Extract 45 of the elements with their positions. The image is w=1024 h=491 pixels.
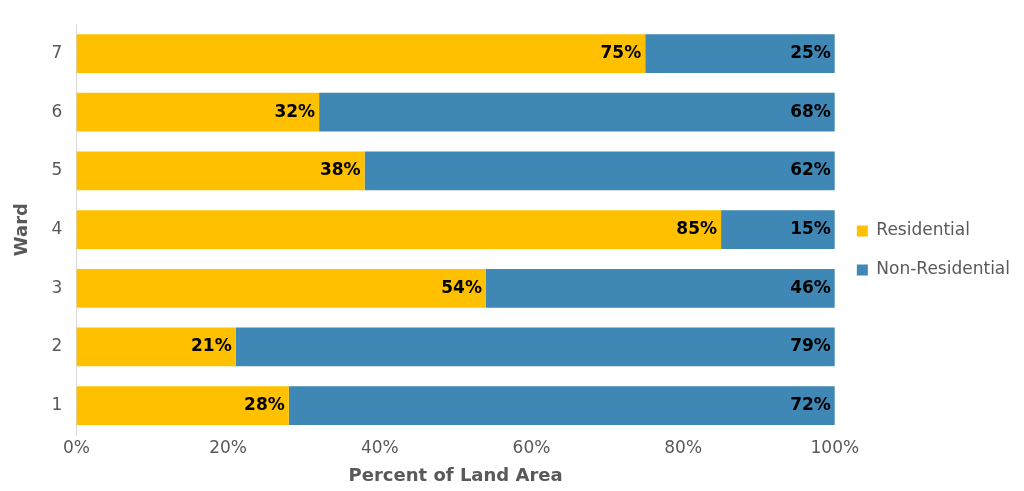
x-tick-label: 20% (209, 436, 247, 457)
data-label: 28% (244, 394, 285, 415)
bar (76, 327, 236, 367)
bar (76, 92, 320, 132)
y-tick-label: 5 (51, 159, 63, 180)
y-tick-label: 2 (51, 335, 63, 356)
data-label: 25% (790, 41, 831, 62)
data-label: 54% (441, 276, 482, 297)
data-label: 21% (190, 335, 232, 356)
data-label: 75% (600, 41, 642, 62)
bar (76, 151, 365, 191)
bar (485, 268, 835, 308)
data-label: 46% (790, 276, 831, 297)
x-tick-label: 80% (664, 436, 703, 457)
legend-label: Residential (876, 219, 970, 240)
data-label: 62% (790, 159, 831, 180)
bar (319, 92, 835, 132)
y-tick-label: 3 (51, 276, 63, 297)
data-label: 38% (319, 159, 361, 180)
bar (645, 34, 835, 73)
data-label: 32% (274, 100, 316, 121)
bar (235, 327, 835, 367)
x-tick-label: 60% (512, 436, 551, 457)
legend-label: Non-Residential (876, 258, 1010, 279)
y-tick-label: 7 (51, 41, 63, 62)
y-tick-label: 6 (51, 100, 63, 121)
bar (364, 151, 835, 191)
y-tick-label: 1 (51, 394, 63, 415)
bar (76, 268, 486, 308)
bar (76, 210, 722, 249)
y-tick-label: 4 (51, 218, 63, 239)
x-axis-title: Percent of Land Area (348, 463, 563, 485)
x-tick-label: 40% (360, 436, 399, 457)
bar (76, 34, 646, 73)
data-label: 15% (790, 218, 831, 239)
data-label: 85% (676, 218, 718, 239)
y-axis-title: Ward (10, 203, 32, 257)
x-tick-label: 100% (810, 436, 860, 457)
bar (288, 386, 835, 426)
bar (721, 210, 835, 249)
bar (76, 386, 289, 426)
x-tick-label: 0% (62, 436, 90, 457)
data-label: 68% (790, 100, 831, 121)
data-label: 79% (790, 335, 831, 356)
data-label: 72% (790, 394, 831, 415)
